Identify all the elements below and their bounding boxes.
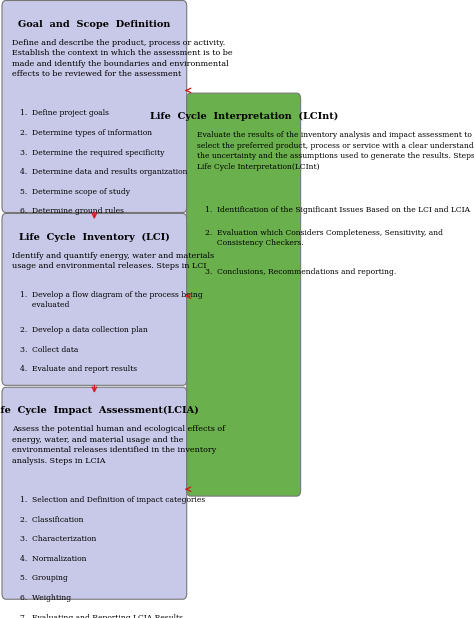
Text: 6.  Determine ground rules: 6. Determine ground rules xyxy=(20,207,124,215)
Text: 7.  Evaluating and Reporting LCIA Results: 7. Evaluating and Reporting LCIA Results xyxy=(20,614,183,618)
Text: 3.  Conclusions, Recommendations and reporting.: 3. Conclusions, Recommendations and repo… xyxy=(205,268,396,276)
FancyBboxPatch shape xyxy=(2,387,187,599)
Text: Life  Cycle  Impact  Assessment(LCIA): Life Cycle Impact Assessment(LCIA) xyxy=(0,407,199,415)
Text: Goal  and  Scope  Definition: Goal and Scope Definition xyxy=(18,20,171,28)
Text: Identify and quantify energy, water and materials
usage and environmental releas: Identify and quantify energy, water and … xyxy=(12,252,214,270)
Text: 6.  Weighting: 6. Weighting xyxy=(20,594,71,602)
Text: 4.  Normalization: 4. Normalization xyxy=(20,555,86,563)
Text: Evaluate the results of the inventory analysis and impact assessment to
select t: Evaluate the results of the inventory an… xyxy=(197,132,474,171)
Text: 2.  Evaluation which Considers Completeness, Sensitivity, and
     Consistency C: 2. Evaluation which Considers Completene… xyxy=(205,229,443,247)
Text: 5.  Determine scope of study: 5. Determine scope of study xyxy=(20,188,130,196)
Text: 3.  Collect data: 3. Collect data xyxy=(20,345,78,353)
Text: Assess the potential human and ecological effects of
energy, water, and material: Assess the potential human and ecologica… xyxy=(12,425,226,465)
Text: 2.  Determine types of information: 2. Determine types of information xyxy=(20,129,152,137)
Text: 2.  Develop a data collection plan: 2. Develop a data collection plan xyxy=(20,326,148,334)
FancyBboxPatch shape xyxy=(187,93,301,496)
Text: 1.  Develop a flow diagram of the process being
     evaluated: 1. Develop a flow diagram of the process… xyxy=(20,291,203,308)
Text: 5.  Grouping: 5. Grouping xyxy=(20,574,68,582)
Text: 4.  Determine data and results organization: 4. Determine data and results organizati… xyxy=(20,168,188,176)
FancyBboxPatch shape xyxy=(2,213,187,386)
Text: 2.  Classification: 2. Classification xyxy=(20,515,83,523)
Text: Life  Cycle  Inventory  (LCI): Life Cycle Inventory (LCI) xyxy=(19,232,170,242)
Text: 3.  Characterization: 3. Characterization xyxy=(20,535,96,543)
FancyBboxPatch shape xyxy=(2,1,187,213)
Text: 1.  Define project goals: 1. Define project goals xyxy=(20,109,109,117)
Text: 1.  Selection and Definition of impact categories: 1. Selection and Definition of impact ca… xyxy=(20,496,205,504)
Text: 3.  Determine the required specificity: 3. Determine the required specificity xyxy=(20,148,164,156)
Text: 1.  Identification of the Significant Issues Based on the LCI and LCIA: 1. Identification of the Significant Iss… xyxy=(205,206,470,214)
Text: Define and describe the product, process or activity.
Establish the context in w: Define and describe the product, process… xyxy=(12,39,233,78)
Text: 4.  Evaluate and report results: 4. Evaluate and report results xyxy=(20,365,137,373)
Text: Life  Cycle  Interpretation  (LCInt): Life Cycle Interpretation (LCInt) xyxy=(149,112,338,121)
